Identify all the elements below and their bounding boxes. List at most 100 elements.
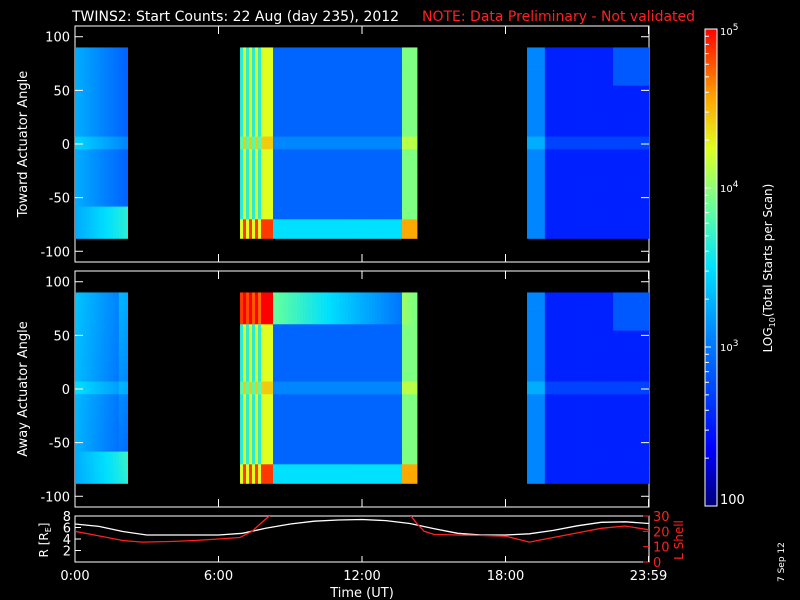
heatmap-cell	[95, 168, 99, 176]
heatmap-cell	[276, 111, 280, 118]
heatmap-cell	[306, 149, 310, 157]
heatmap-cell	[276, 337, 280, 344]
heatmap-cell	[118, 337, 123, 344]
heatmap-cell	[252, 375, 256, 382]
heatmap-cell	[571, 136, 575, 144]
heatmap-cell	[101, 457, 105, 465]
heatmap-cell	[77, 445, 82, 452]
heatmap-cell	[321, 317, 325, 325]
heatmap-cell	[559, 212, 564, 220]
heatmap-cell	[83, 142, 88, 150]
heatmap-cell	[276, 407, 280, 414]
heatmap-cell	[408, 123, 412, 131]
heatmap-cell	[411, 98, 415, 106]
heatmap-cell	[402, 200, 406, 207]
heatmap-cell	[243, 337, 247, 344]
heatmap-cell	[77, 117, 82, 125]
heatmap-cell	[589, 92, 593, 99]
heatmap-cell	[327, 136, 331, 144]
heatmap-cell	[532, 181, 537, 188]
heatmap-cell	[613, 85, 617, 93]
heatmap-cell	[408, 225, 412, 233]
heatmap-cell	[547, 149, 552, 157]
heatmap-cell	[529, 98, 534, 106]
heatmap-cell	[390, 92, 394, 99]
heatmap-cell	[273, 104, 277, 112]
heatmap-cell	[630, 47, 635, 55]
heatmap-cell	[113, 66, 117, 74]
heatmap-cell	[294, 394, 298, 402]
heatmap-cell	[351, 53, 355, 61]
heatmap-cell	[264, 381, 268, 389]
heatmap-cell	[107, 142, 111, 150]
heatmap-cell	[333, 72, 337, 80]
heatmap-cell	[351, 130, 355, 137]
heatmap-cell	[92, 432, 96, 440]
heatmap-cell	[270, 85, 274, 93]
heatmap-cell	[342, 155, 346, 163]
heatmap-cell	[89, 426, 93, 433]
heatmap-cell	[95, 457, 99, 465]
heatmap-cell	[75, 432, 79, 440]
heatmap-cell	[273, 206, 277, 214]
heatmap-cell	[77, 47, 82, 55]
heatmap-cell	[306, 174, 310, 182]
heatmap-cell	[402, 60, 406, 67]
heatmap-cell	[556, 117, 561, 125]
heatmap-cell	[351, 219, 355, 227]
heatmap-cell	[399, 123, 403, 131]
heatmap-cell	[267, 368, 271, 376]
heatmap-cell	[568, 168, 572, 176]
heatmap-cell	[547, 47, 552, 55]
heatmap-cell	[393, 181, 397, 188]
heatmap-cell	[574, 104, 578, 112]
heatmap-cell	[547, 104, 552, 112]
heatmap-cell	[324, 149, 328, 157]
heatmap-cell	[252, 330, 256, 338]
heatmap-cell	[264, 123, 268, 131]
heatmap-cell	[610, 232, 614, 239]
heatmap-cell	[240, 174, 244, 182]
heatmap-cell	[384, 92, 388, 99]
heatmap-cell	[354, 219, 358, 227]
heatmap-cell	[315, 98, 319, 106]
heatmap-cell	[306, 438, 310, 446]
heatmap-cell	[86, 400, 91, 408]
heatmap-cell	[124, 66, 129, 74]
heatmap-cell	[255, 419, 259, 427]
heatmap-cell	[279, 136, 283, 144]
heatmap-cell	[101, 305, 105, 312]
heatmap-cell	[279, 60, 283, 67]
heatmap-cell	[633, 72, 638, 80]
heatmap-cell	[639, 111, 644, 118]
heatmap-cell	[291, 381, 295, 389]
heatmap-cell	[405, 66, 409, 74]
heatmap-cell	[92, 136, 96, 144]
heatmap-cell	[384, 136, 388, 144]
heatmap-cell	[321, 292, 325, 300]
heatmap-cell	[324, 317, 328, 325]
heatmap-cell	[243, 381, 247, 389]
heatmap-cell	[300, 457, 304, 465]
heatmap-cell	[318, 362, 322, 370]
heatmap-cell	[249, 432, 253, 440]
heatmap-cell	[240, 111, 244, 118]
heatmap-cell	[378, 232, 382, 239]
heatmap-cell	[550, 206, 555, 214]
heatmap-cell	[258, 219, 262, 227]
heatmap-cell	[324, 375, 328, 382]
heatmap-cell	[333, 136, 337, 144]
heatmap-cell	[282, 66, 286, 74]
heatmap-cell	[273, 419, 277, 427]
heatmap-cell	[562, 104, 567, 112]
heatmap-cell	[378, 181, 382, 188]
heatmap-cell	[357, 149, 361, 157]
heatmap-cell	[351, 136, 355, 144]
heatmap-cell	[336, 53, 340, 61]
heatmap-cell	[339, 225, 343, 233]
heatmap-cell	[616, 187, 620, 195]
heatmap-cell	[571, 47, 575, 55]
heatmap-cell	[95, 407, 99, 414]
heatmap-cell	[348, 155, 352, 163]
